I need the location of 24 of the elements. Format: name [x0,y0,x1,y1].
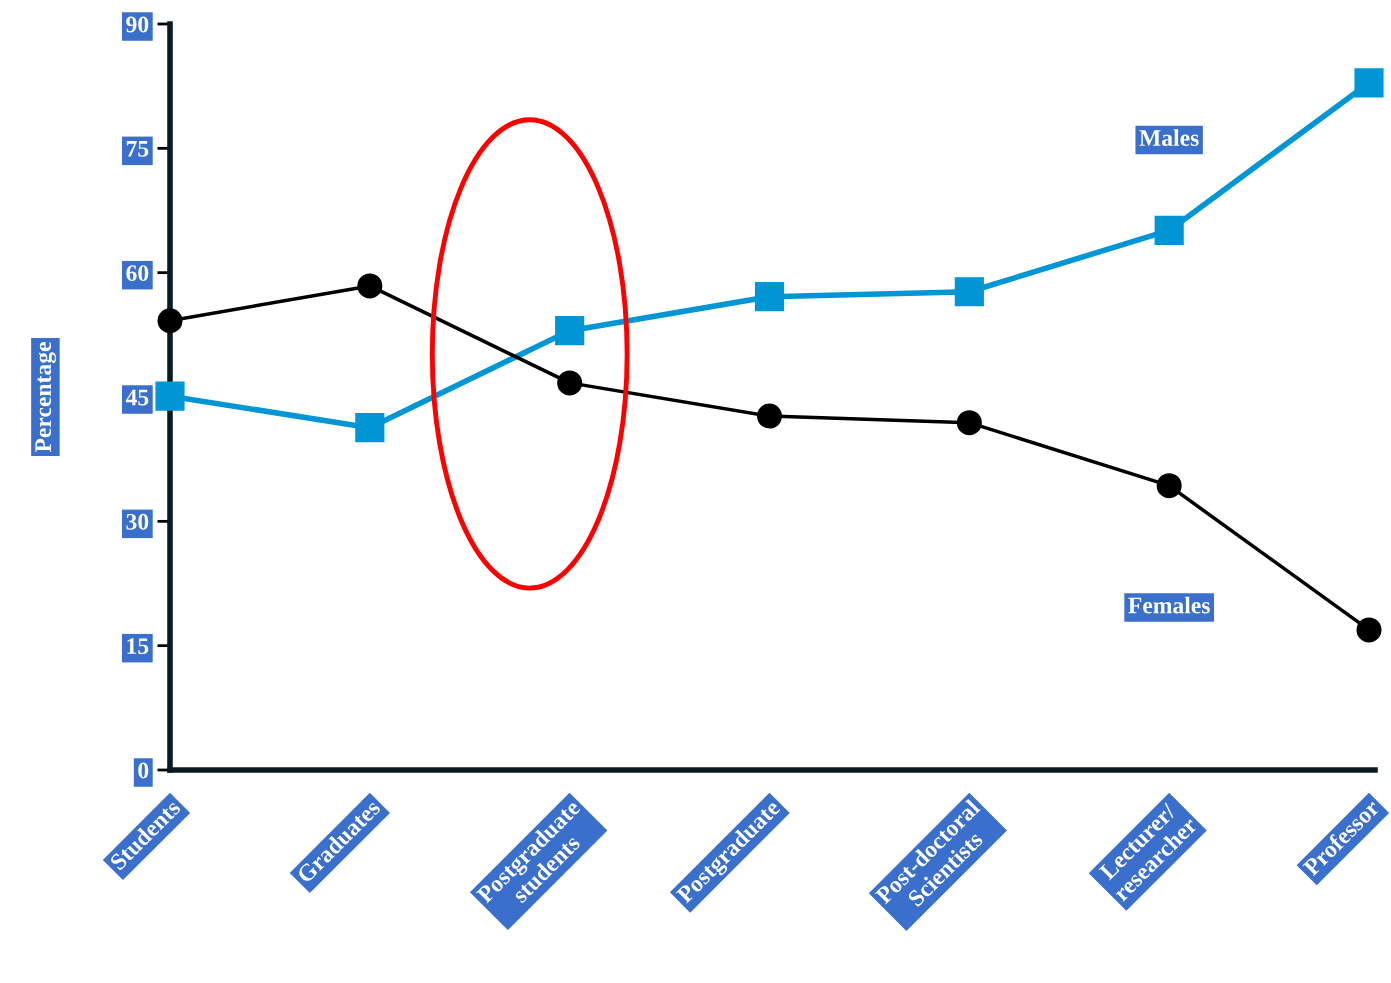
point [357,273,383,299]
point [757,403,783,429]
y-tick-label: 60 [126,265,149,282]
point [355,413,385,443]
point [557,370,583,396]
y-tick-label: 15 [127,638,149,655]
text: Females [1128,596,1210,614]
point [1356,617,1382,643]
point [956,410,982,436]
y-tick-label: 90 [126,16,149,33]
point [555,316,585,346]
y-tick-label: 75 [126,141,149,157]
point [1354,68,1384,98]
point [754,282,785,312]
y-tick-label: 0 [138,762,149,779]
point [157,308,183,334]
point [1154,215,1184,245]
y-axis-title: Percentage [35,342,57,453]
point [155,381,185,411]
point [954,277,984,307]
y-tick-label: 45 [125,389,149,406]
text: Males [1139,129,1199,146]
y-tick-label: 30 [126,513,149,530]
point [1156,473,1182,499]
